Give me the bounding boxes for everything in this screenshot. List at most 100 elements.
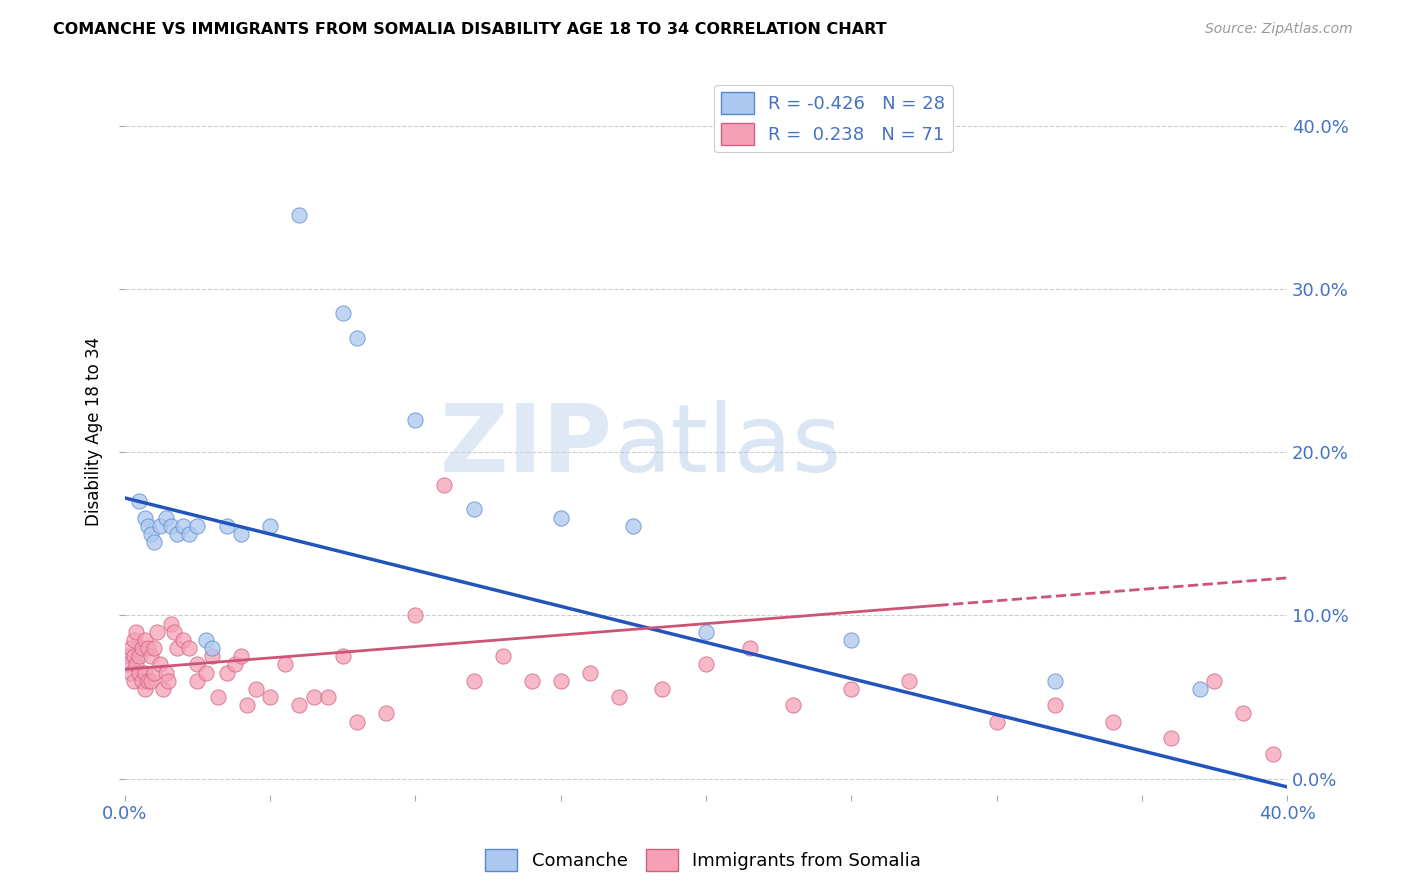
- Text: Source: ZipAtlas.com: Source: ZipAtlas.com: [1205, 22, 1353, 37]
- Text: ZIP: ZIP: [440, 401, 613, 492]
- Point: [177, 641, 200, 656]
- Point: [160, 616, 183, 631]
- Point: [131, 673, 153, 688]
- Point: [1043, 673, 1066, 688]
- Point: [195, 632, 218, 647]
- Point: [152, 681, 174, 696]
- Point: [236, 698, 259, 713]
- Point: [128, 649, 150, 664]
- Point: [172, 518, 194, 533]
- Point: [695, 624, 717, 639]
- Point: [186, 657, 208, 672]
- Text: atlas: atlas: [613, 401, 841, 492]
- Point: [1043, 698, 1066, 713]
- Point: [259, 518, 281, 533]
- Point: [1101, 714, 1123, 729]
- Point: [245, 681, 267, 696]
- Point: [177, 526, 200, 541]
- Text: COMANCHE VS IMMIGRANTS FROM SOMALIA DISABILITY AGE 18 TO 34 CORRELATION CHART: COMANCHE VS IMMIGRANTS FROM SOMALIA DISA…: [53, 22, 887, 37]
- Point: [134, 681, 156, 696]
- Point: [160, 518, 183, 533]
- Point: [136, 673, 159, 688]
- Point: [142, 665, 165, 680]
- Point: [288, 209, 311, 223]
- Point: [738, 641, 761, 656]
- Point: [125, 624, 148, 639]
- Point: [201, 641, 224, 656]
- Point: [117, 657, 139, 672]
- Point: [122, 632, 145, 647]
- Point: [273, 657, 295, 672]
- Point: [155, 665, 177, 680]
- Point: [288, 698, 311, 713]
- Point: [136, 518, 159, 533]
- Point: [142, 535, 165, 549]
- Point: [134, 510, 156, 524]
- Point: [986, 714, 1008, 729]
- Point: [782, 698, 804, 713]
- Point: [149, 518, 172, 533]
- Point: [146, 624, 169, 639]
- Point: [117, 649, 139, 664]
- Point: [898, 673, 921, 688]
- Point: [122, 649, 145, 664]
- Point: [166, 641, 188, 656]
- Point: [134, 632, 156, 647]
- Point: [578, 665, 600, 680]
- Legend: R = -0.426   N = 28, R =  0.238   N = 71: R = -0.426 N = 28, R = 0.238 N = 71: [714, 85, 953, 153]
- Point: [157, 673, 180, 688]
- Point: [201, 649, 224, 664]
- Point: [463, 502, 485, 516]
- Point: [139, 526, 162, 541]
- Point: [550, 510, 572, 524]
- Point: [621, 518, 644, 533]
- Point: [155, 510, 177, 524]
- Point: [120, 641, 142, 656]
- Point: [128, 494, 150, 508]
- Point: [149, 657, 172, 672]
- Point: [651, 681, 673, 696]
- Point: [120, 665, 142, 680]
- Point: [215, 518, 238, 533]
- Point: [229, 649, 252, 664]
- Point: [404, 412, 426, 426]
- Point: [186, 518, 208, 533]
- Point: [346, 714, 368, 729]
- Point: [695, 657, 717, 672]
- Point: [224, 657, 246, 672]
- Point: [332, 649, 354, 664]
- Point: [207, 690, 229, 705]
- Point: [346, 331, 368, 345]
- Point: [302, 690, 325, 705]
- Point: [142, 641, 165, 656]
- Point: [839, 632, 862, 647]
- Point: [491, 649, 513, 664]
- Point: [1204, 673, 1226, 688]
- Point: [163, 624, 186, 639]
- Point: [332, 306, 354, 320]
- Point: [839, 681, 862, 696]
- Point: [375, 706, 398, 721]
- Point: [195, 665, 218, 680]
- Y-axis label: Disability Age 18 to 34: Disability Age 18 to 34: [86, 337, 103, 526]
- Point: [316, 690, 339, 705]
- Point: [125, 657, 148, 672]
- Point: [166, 526, 188, 541]
- Point: [128, 665, 150, 680]
- Point: [1160, 731, 1182, 745]
- Point: [550, 673, 572, 688]
- Point: [1232, 706, 1254, 721]
- Point: [1188, 681, 1211, 696]
- Point: [139, 649, 162, 664]
- Point: [1261, 747, 1284, 762]
- Point: [259, 690, 281, 705]
- Point: [131, 641, 153, 656]
- Point: [186, 673, 208, 688]
- Point: [122, 673, 145, 688]
- Point: [215, 665, 238, 680]
- Point: [463, 673, 485, 688]
- Point: [607, 690, 630, 705]
- Point: [139, 673, 162, 688]
- Point: [229, 526, 252, 541]
- Point: [136, 641, 159, 656]
